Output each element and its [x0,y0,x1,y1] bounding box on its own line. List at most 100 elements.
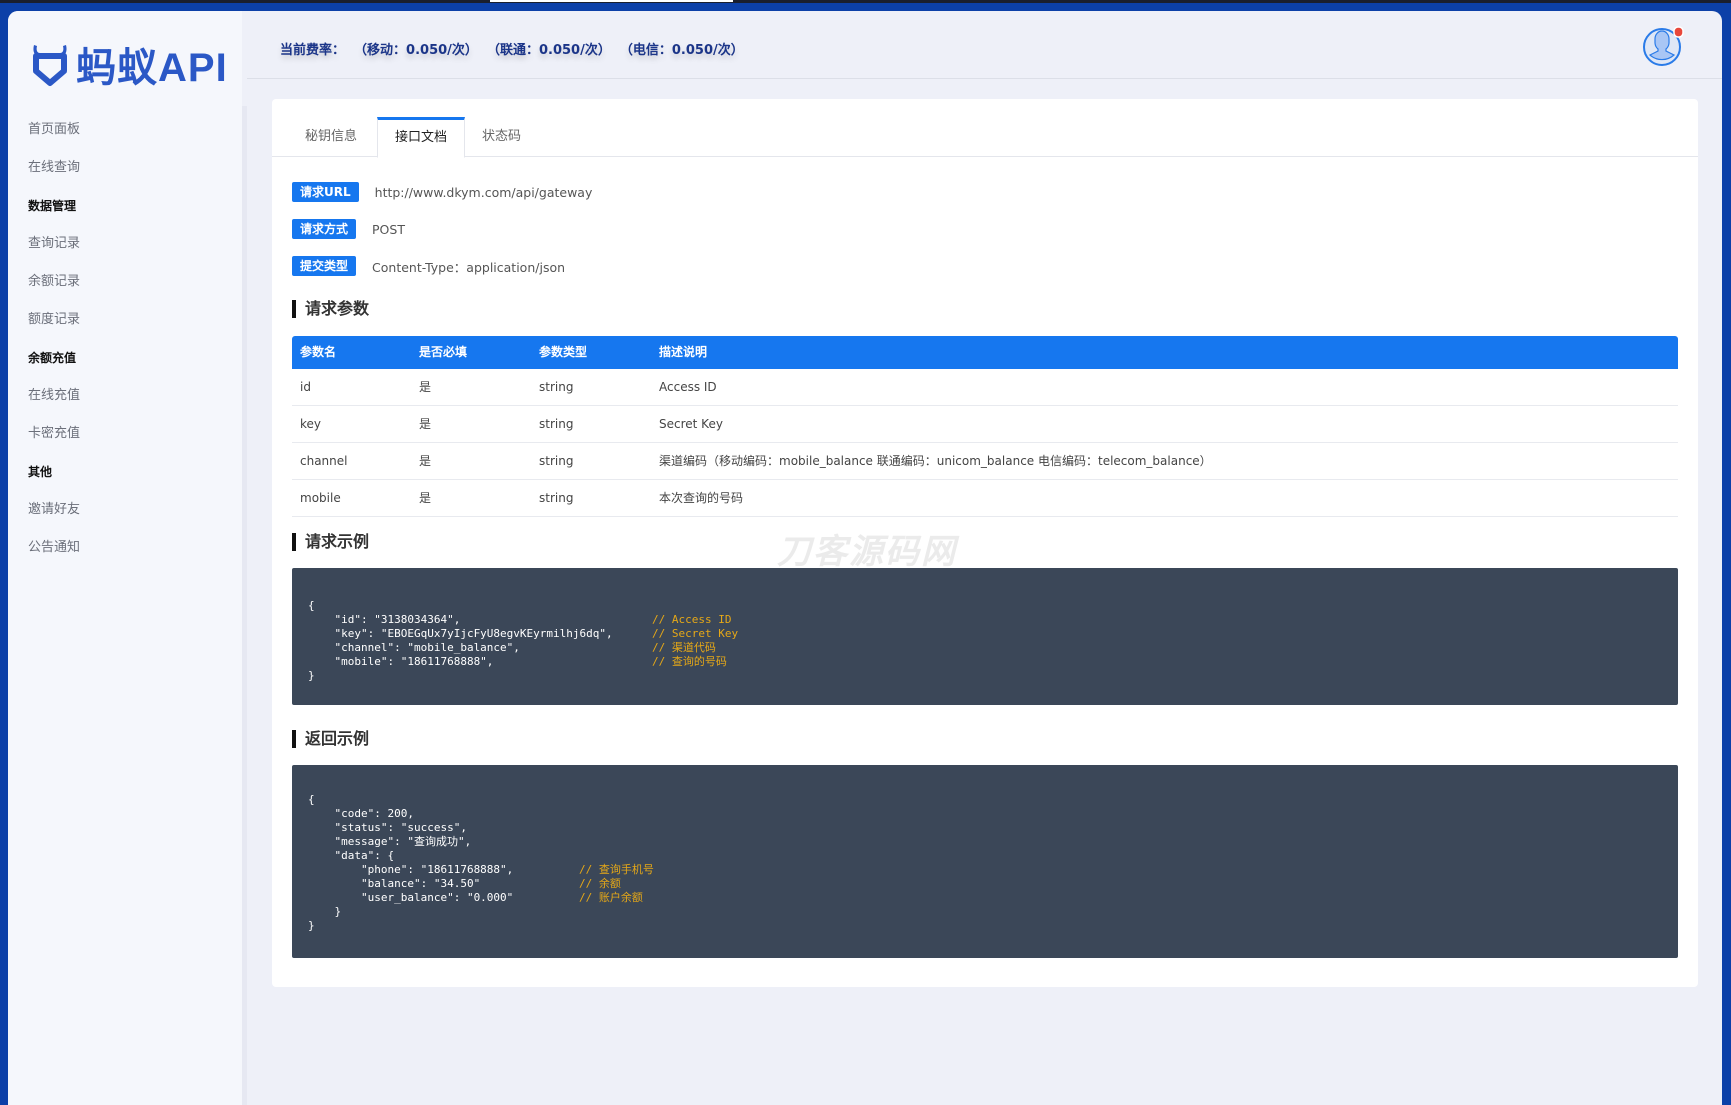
code-line: "data": { [292,849,1678,863]
content-type-value: Content-Type：application/json [372,259,566,275]
sidebar-item[interactable]: 公告通知 [28,540,81,555]
brand-name: 蚂蚁API [76,46,228,90]
tab-api-docs[interactable]: 接口文档 [377,117,466,158]
user-avatar-icon [1643,26,1684,66]
code-text: "phone": "18611768888", [308,863,514,876]
code-line: "user_balance": "0.000" // 账户余额 [292,891,1678,905]
table-row: id 是 string Access ID [292,369,1678,406]
code-text: "data": { [308,849,395,862]
table-cell: 是 [419,491,432,505]
column-header: 描述说明 [659,345,708,359]
code-text: { [308,599,315,612]
code-comment: // 渠道代码 [652,641,716,654]
tab-secret-info[interactable]: 秘钥信息 [305,129,358,144]
code-text: "mobile": "18611768888", [308,655,494,668]
params-table: 参数名 是否必填 参数类型 描述说明 id 是 string Access ID key… [292,336,1678,517]
code-comment: // 账户余额 [579,891,643,904]
code-line: "key": "EBOEGqUx7yIjcFyU8egvKEyrmilhj6dq… [292,627,1678,641]
code-text: "code": 200, [308,807,414,820]
request-method-value: POST [372,221,405,237]
table-header: 参数名 是否必填 参数类型 描述说明 [292,336,1678,369]
watermark: 刀客源码网 [777,532,957,572]
sidebar-item[interactable]: 额度记录 [28,312,81,327]
code-text: "channel": "mobile_balance", [308,641,520,654]
api-doc-card: 秘钥信息 接口文档 状态码 请求URL http://www.dkym.com/… [272,99,1698,987]
table-cell: 是 [419,380,432,394]
tab-status-codes[interactable]: 状态码 [482,129,522,144]
content-type-row: 提交类型 Content-Type：application/json [292,256,565,276]
code-line: "status": "success", [292,821,1678,835]
code-line: } [292,919,1678,933]
code-line: { [292,599,1678,613]
sidebar-item[interactable]: 邀请好友 [28,502,81,517]
sidebar-group-label: 数据管理 [28,199,77,213]
table-cell: string [539,417,574,431]
code-line: } [292,669,1678,683]
logo[interactable]: 蚂蚁API [28,35,228,93]
request-method-row: 请求方式 POST [292,219,405,239]
code-text: "id": "3138034364", [308,613,461,626]
response-example-code: { "code": 200, "status": "success", "mes… [292,765,1678,958]
code-line: "phone": "18611768888", // 查询手机号 [292,863,1678,877]
notification-dot [1673,26,1684,38]
code-line: } [292,905,1678,919]
code-line: "balance": "34.50" // 余额 [292,877,1678,891]
code-text: { [308,793,315,806]
table-cell: string [539,491,574,505]
table-row: mobile 是 string 本次查询的号码 [292,480,1678,517]
sidebar-item[interactable]: 在线查询 [28,160,81,175]
sidebar-item[interactable]: 余额记录 [28,274,81,289]
sidebar-item[interactable]: 卡密充值 [28,426,81,441]
sidebar-item[interactable]: 查询记录 [28,236,81,251]
request-url-label: 请求URL [292,182,359,202]
app-frame: 蚂蚁API 首页面板 在线查询 数据管理 查询记录 余额记录 额度记录 余额充值 在线充值 卡密… [8,11,1722,1105]
table-row: channel 是 string 渠道编码（移动编码：mobile_balance 联… [292,443,1678,480]
sidebar-item[interactable]: 在线充值 [28,388,81,403]
code-line: { [292,793,1678,807]
code-comment: // 查询手机号 [579,863,654,876]
table-cell: string [539,380,574,394]
code-text: } [308,919,315,932]
code-comment: // Access ID [652,613,732,626]
request-example-heading: 请求示例 [292,533,369,551]
avatar[interactable] [1642,25,1684,67]
sidebar-group-label: 其他 [28,465,53,479]
response-example-heading: 返回示例 [292,730,369,748]
table-cell: channel [300,454,348,468]
table-cell: Access ID [659,380,717,394]
table-cell: 本次查询的号码 [659,491,744,505]
request-url-value: http://www.dkym.com/api/gateway [374,184,593,200]
code-text: "message": "查询成功", [308,835,472,848]
code-line: "id": "3138034364", // Access ID [292,613,1678,627]
params-heading: 请求参数 [292,300,369,318]
ant-logo-icon [33,45,67,86]
code-line: "code": 200, [292,807,1678,821]
column-header: 参数类型 [539,345,588,359]
request-url-row: 请求URL http://www.dkym.com/api/gateway [292,182,592,202]
code-text: "key": "EBOEGqUx7yIjcFyU8egvKEyrmilhj6dq… [308,627,613,640]
table-cell: Secret Key [659,417,723,431]
tab-bar: 秘钥信息 接口文档 状态码 [272,117,1698,158]
table-cell: 是 [419,417,432,431]
code-comment: // 查询的号码 [652,655,727,668]
table-cell: 是 [419,454,432,468]
code-text: "status": "success", [308,821,467,834]
content-type-label: 提交类型 [292,256,357,276]
code-text: "balance": "34.50" [308,877,481,890]
table-cell: id [300,380,311,394]
table-cell: 渠道编码（移动编码：mobile_balance 联通编码：unicom_bal… [659,454,1212,468]
table-cell: string [539,454,574,468]
code-line: "channel": "mobile_balance", // 渠道代码 [292,641,1678,655]
code-text: } [308,905,342,918]
table-row: key 是 string Secret Key [292,406,1678,443]
column-header: 参数名 [300,345,337,359]
table-cell: mobile [300,491,341,505]
sidebar-scrollbar[interactable] [242,106,247,1105]
top-strip [0,0,1731,3]
column-header: 是否必填 [419,345,468,359]
code-line: "message": "查询成功", [292,835,1678,849]
code-line: "mobile": "18611768888", // 查询的号码 [292,655,1678,669]
code-text: } [308,669,315,682]
sidebar-nav: 首页面板 在线查询 数据管理 查询记录 余额记录 额度记录 余额充值 在线充值 卡密充值 其他 邀请… [28,111,80,567]
sidebar-item[interactable]: 首页面板 [28,122,81,137]
